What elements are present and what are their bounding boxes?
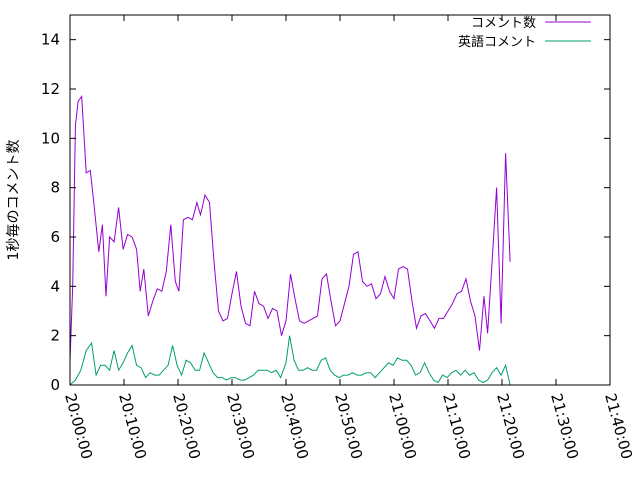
y-tick-label: 0 (50, 376, 60, 394)
series-line-2 (69, 335, 511, 386)
y-tick-label: 8 (50, 179, 60, 197)
y-tick-label: 14 (41, 31, 60, 49)
legend-label: コメント数 (471, 16, 536, 31)
y-tick-label: 12 (41, 80, 60, 98)
y-axis-label: 1秒毎のコメント数 (6, 140, 22, 261)
y-tick-label: 4 (50, 277, 60, 295)
y-tick-label: 6 (50, 228, 60, 246)
series-line-1 (69, 94, 511, 361)
y-axis: 0 2 4 6 8 10 12 14 (41, 31, 610, 394)
legend-label: 英語コメント (458, 34, 536, 50)
y-tick-label: 2 (50, 327, 60, 345)
y-tick-label: 10 (41, 129, 60, 147)
series-layer (69, 94, 511, 386)
